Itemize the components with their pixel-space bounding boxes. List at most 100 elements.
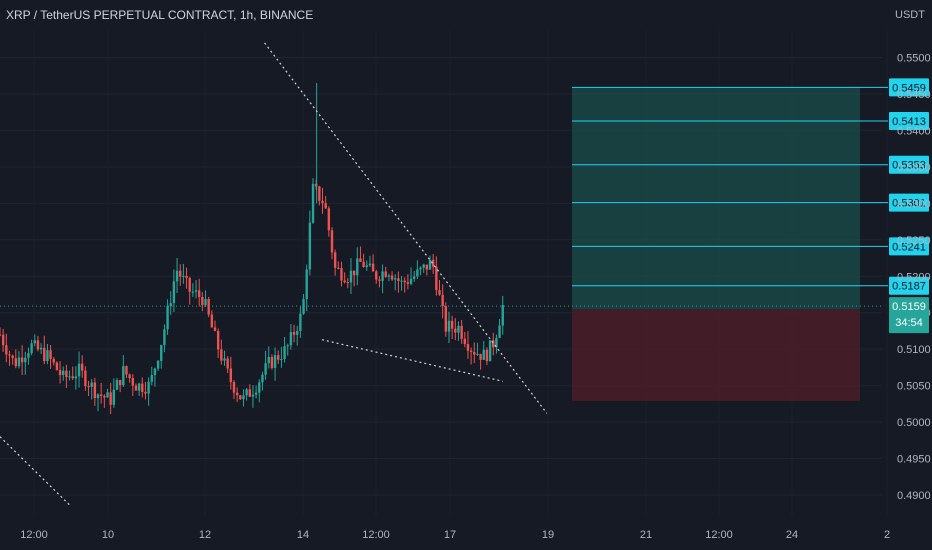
candle-body [27, 353, 30, 358]
candle-body [39, 347, 43, 350]
candle-body [425, 264, 429, 270]
candle-body [49, 350, 52, 359]
candle-body [68, 376, 71, 378]
candle-body [185, 275, 188, 278]
candle-body [273, 355, 277, 368]
candle-body [242, 395, 245, 400]
candle-body [501, 305, 504, 326]
candle-body [277, 355, 280, 360]
candle-body [267, 357, 270, 364]
candle-body [235, 392, 239, 396]
price-tick-label: 0.5100 [897, 344, 931, 356]
candle-body [65, 370, 68, 378]
candle-body [14, 358, 18, 367]
candle-body [87, 386, 90, 388]
candle-body [118, 380, 122, 386]
trendline-old-falling [0, 436, 71, 507]
candle-body [182, 275, 185, 277]
time-axis[interactable]: 12:00 10 12 14 12:00 17 19 21 12:00 24 2 [20, 529, 890, 541]
candle-body [109, 392, 112, 405]
candle-body [450, 320, 454, 329]
candle-body [495, 337, 498, 348]
chart-title: XRP / TetherUS PERPETUAL CONTRACT, 1h, B… [6, 8, 314, 22]
candle-body [194, 290, 198, 292]
candle-body [406, 282, 410, 284]
candle-body [128, 374, 131, 379]
target-tag [889, 155, 929, 174]
price-tick-label: 0.5400 [897, 125, 931, 137]
time-tick-label: 12:00 [362, 529, 390, 541]
candle-body [223, 358, 226, 361]
candle-body [330, 230, 334, 253]
candle-body [460, 325, 463, 339]
candle-body [134, 385, 138, 391]
price-tick-label: 0.5500 [897, 53, 931, 65]
candle-body [24, 357, 27, 363]
candle-body [96, 394, 100, 399]
candle-body [318, 186, 321, 201]
candle-body [469, 350, 473, 352]
price-axis[interactable]: USDT 0.5500 0.5450 0.5400 0.5350 0.5300 0.525… [895, 9, 931, 502]
candle-body [394, 278, 397, 280]
candle-body [125, 366, 128, 375]
candle-body [175, 270, 179, 282]
candle-body [226, 358, 229, 369]
target-tag-label: 0.5353 [892, 160, 926, 172]
candle-body [302, 299, 305, 314]
candle-body [476, 353, 479, 355]
target-tag-label: 0.5459 [892, 82, 926, 94]
candle-body [207, 299, 210, 315]
price-tick-label: 0.5000 [897, 417, 931, 429]
candle-body [141, 383, 144, 392]
candle-body [400, 280, 403, 282]
candle-body [390, 275, 394, 280]
candle-body [172, 281, 176, 304]
candle-body [356, 258, 359, 276]
candle-body [81, 363, 84, 371]
time-tick-label: 17 [444, 529, 456, 541]
candle-body [245, 389, 248, 396]
candle-body [292, 332, 296, 335]
candle-body [365, 265, 368, 267]
candle-body [346, 282, 350, 284]
candle-body [191, 291, 195, 293]
price-tag-box [889, 297, 929, 334]
candle-body [131, 378, 134, 386]
candle-body [413, 276, 416, 279]
target-tag [889, 78, 929, 97]
candle-body [197, 290, 201, 298]
candle-body [479, 353, 482, 360]
price-tick-label: 0.5050 [897, 381, 931, 393]
candle-body [0, 334, 2, 336]
candle-body [337, 267, 340, 269]
candle-body [239, 395, 242, 400]
candle-body [36, 340, 40, 350]
candle-body [428, 259, 432, 270]
candle-body [46, 350, 49, 362]
candle-body [264, 363, 267, 375]
candle-body [169, 303, 172, 307]
time-tick-label: 24 [786, 529, 798, 541]
candle-body [163, 329, 166, 346]
candle-body [147, 381, 150, 394]
trendline-lower-support [321, 339, 503, 382]
time-tick-label: 21 [640, 529, 652, 541]
candle-body [8, 354, 11, 356]
candle-body [368, 263, 372, 266]
position-zones [572, 87, 860, 401]
candle-body [321, 200, 324, 204]
candle-body [305, 269, 308, 300]
candle-body [1, 334, 5, 346]
candle-body [441, 294, 444, 307]
candle-body [444, 306, 448, 332]
time-tick-label: 12:00 [705, 529, 733, 541]
candle-body [55, 362, 59, 371]
candle-body [422, 264, 425, 268]
candle-body [327, 208, 331, 231]
candle-body [156, 360, 160, 369]
candle-body [220, 349, 223, 361]
candle-body [93, 382, 97, 399]
candle-body [251, 394, 255, 397]
